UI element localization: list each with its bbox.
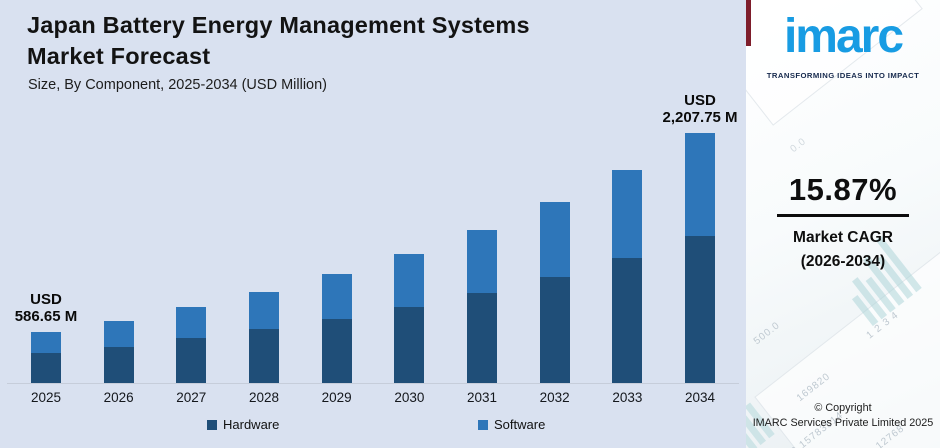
hardware-swatch-icon [207, 419, 217, 430]
bar-2030 [394, 254, 425, 383]
segment-hardware-2025 [31, 353, 61, 383]
segment-software-2029 [321, 274, 352, 319]
page-title: Japan Battery Energy Management Systems M… [27, 10, 530, 72]
cagr-value: 15.87% [788, 172, 898, 207]
bar-2032 [539, 202, 570, 383]
segment-hardware-2028 [249, 329, 279, 383]
value-label-2034: USD 2,207.75 M [662, 92, 738, 126]
copyright-text: © Copyright IMARC Services Private Limit… [752, 402, 934, 429]
title-line-1: Japan Battery Energy Management Systems [27, 12, 530, 38]
imarc-logo: imarc [783, 10, 904, 63]
x-tick-2034: 2034 [684, 390, 716, 405]
segment-software-2034 [685, 133, 715, 236]
cagr-label: Market CAGR (2026-2034) [793, 229, 893, 270]
watermark-number: 0.0 [788, 135, 809, 156]
segment-software-2026 [103, 321, 134, 347]
software-swatch-icon [478, 419, 488, 430]
legend-item-software: Software [478, 417, 545, 432]
bar-2028 [249, 292, 279, 383]
brand-sidebar: 0.0 1 2 3 4 500.0 169820 0.15783514 1276… [746, 0, 940, 448]
title-line-2: Market Forecast [27, 43, 211, 69]
x-tick-2030: 2030 [394, 390, 425, 405]
segment-software-2031 [467, 230, 497, 293]
bar-2034 [685, 133, 715, 383]
x-tick-2027: 2027 [176, 390, 207, 405]
legend-label-software: Software [494, 417, 546, 432]
x-tick-2028: 2028 [248, 390, 280, 405]
plot-area: 2025 2026 2027 2028 2029 2030 2031 2032 2033 2034… [7, 92, 739, 405]
bar-2029 [321, 274, 352, 383]
segment-hardware-2033 [612, 258, 643, 383]
legend-label-hardware: Hardware [223, 417, 280, 432]
x-tick-2032: 2032 [539, 390, 570, 405]
segment-software-2028 [249, 292, 279, 329]
segment-software-2030 [394, 254, 425, 307]
segment-software-2025 [31, 332, 61, 353]
segment-hardware-2031 [467, 293, 497, 383]
value-label-2025: USD 586.65 M [14, 291, 78, 325]
x-tick-2029: 2029 [321, 390, 352, 405]
segment-hardware-2026 [103, 347, 134, 383]
cagr-divider [777, 214, 909, 217]
imarc-tagline: TRANSFORMING IDEAS INTO IMPACT [766, 71, 920, 80]
segment-hardware-2029 [321, 319, 352, 383]
segment-hardware-2030 [394, 307, 425, 383]
watermark-number: 500.0 [751, 319, 783, 348]
x-tick-2033: 2033 [612, 390, 643, 405]
x-tick-2026: 2026 [103, 390, 134, 405]
segment-hardware-2027 [176, 338, 207, 383]
segment-hardware-2032 [539, 277, 570, 383]
x-tick-2031: 2031 [466, 390, 498, 405]
bar-2033 [612, 170, 643, 383]
segment-software-2033 [612, 170, 643, 258]
bar-2026 [103, 321, 134, 383]
chart-subtitle: Size, By Component, 2025-2034 (USD Milli… [28, 77, 327, 93]
chart-panel: Japan Battery Energy Management Systems M… [7, 10, 739, 432]
segment-software-2027 [176, 307, 207, 338]
legend-item-hardware: Hardware [207, 417, 279, 432]
bar-2025 [31, 332, 61, 383]
segment-software-2032 [539, 202, 570, 277]
bar-2027 [176, 307, 207, 383]
bar-2031 [467, 230, 497, 383]
x-tick-2025: 2025 [30, 390, 62, 405]
segment-hardware-2034 [685, 236, 715, 383]
x-axis-line [7, 383, 739, 384]
maroon-accent-bar [746, 0, 751, 46]
